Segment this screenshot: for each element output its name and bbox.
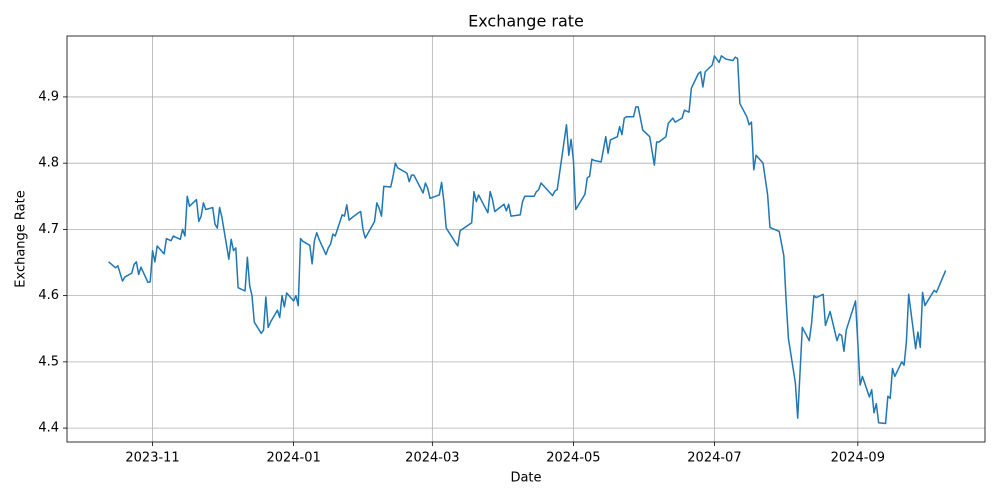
data-line (108, 55, 947, 425)
y-tick-label: 4.8 (38, 156, 59, 171)
chart-title: Exchange rate (468, 12, 584, 31)
x-tick-label: 2024-01 (266, 451, 320, 466)
y-tick-label: 4.9 (38, 89, 59, 104)
x-tick-label: 2024-09 (831, 451, 885, 466)
y-tick-label: 4.6 (38, 288, 59, 303)
y-tick-label: 4.4 (38, 421, 59, 436)
x-tick-label: 2024-07 (687, 451, 741, 466)
y-tick-label: 4.5 (38, 354, 59, 369)
x-tick-label: 2024-03 (405, 451, 459, 466)
y-axis-label: Exchange Rate (14, 190, 29, 287)
x-axis-label: Date (510, 471, 541, 486)
y-tick-label: 4.7 (38, 222, 59, 237)
plot-frame (66, 35, 986, 443)
x-tick-label: 2024-05 (546, 451, 600, 466)
x-tick-label: 2023-11 (125, 451, 179, 466)
